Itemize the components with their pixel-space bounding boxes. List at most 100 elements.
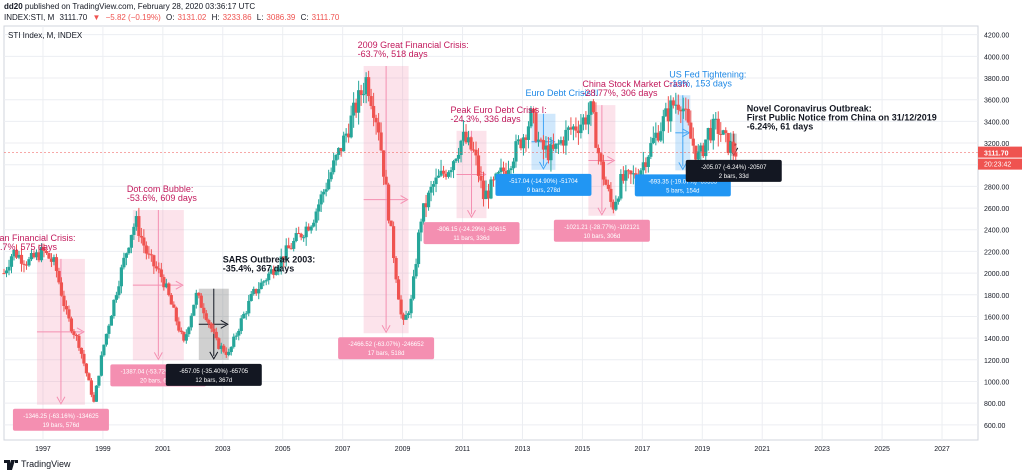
candle-body bbox=[324, 189, 328, 192]
low-label: L: bbox=[256, 13, 264, 22]
candle-body bbox=[149, 254, 153, 256]
candle-body bbox=[501, 167, 506, 172]
annotation-title: Asian Financial Crisis: bbox=[0, 233, 75, 243]
candle-body bbox=[67, 309, 71, 319]
candle-body bbox=[419, 221, 423, 233]
measure-label-box bbox=[553, 219, 650, 242]
candle-body bbox=[709, 127, 713, 141]
measure-label: -205.07 (-6.24%) -20507 2 bars, 33d bbox=[685, 159, 782, 182]
candle bbox=[354, 98, 358, 118]
candle-body bbox=[232, 336, 236, 347]
candle-body bbox=[394, 257, 398, 280]
candle bbox=[701, 142, 705, 158]
candle-body bbox=[169, 295, 173, 305]
candle bbox=[484, 180, 488, 200]
price-tag-box bbox=[978, 146, 1022, 158]
candle bbox=[47, 252, 51, 260]
candle-body bbox=[327, 179, 331, 190]
candle-body bbox=[7, 266, 11, 271]
candle-body bbox=[406, 313, 411, 316]
candle-body bbox=[317, 204, 321, 212]
candle bbox=[149, 249, 153, 262]
arrow-down-icon bbox=[56, 396, 66, 405]
candle bbox=[644, 157, 648, 174]
candle bbox=[421, 203, 426, 225]
candle-body bbox=[304, 226, 308, 238]
annotation-detail: -35.4%, 367 days bbox=[223, 264, 295, 274]
x-tick-label: 2011 bbox=[455, 446, 470, 453]
x-tick-label: 2025 bbox=[874, 446, 890, 453]
candle bbox=[706, 127, 710, 151]
measure-label-bars: 11 bars, 336d bbox=[453, 236, 489, 242]
candle-body bbox=[349, 115, 353, 138]
candle bbox=[574, 117, 578, 138]
candle bbox=[162, 274, 166, 291]
candle bbox=[561, 136, 566, 154]
candle bbox=[242, 311, 246, 319]
candle bbox=[671, 97, 675, 109]
candle bbox=[367, 70, 371, 102]
candle bbox=[119, 264, 123, 294]
candle bbox=[714, 112, 718, 130]
y-tick-label: 1400.00 bbox=[984, 336, 1009, 343]
candle-body bbox=[521, 137, 526, 149]
candle-body bbox=[179, 330, 183, 333]
y-tick-label: 800.00 bbox=[984, 401, 1006, 408]
candle bbox=[27, 256, 31, 267]
candle-body bbox=[591, 101, 595, 113]
candle bbox=[349, 105, 353, 139]
candle bbox=[524, 134, 528, 152]
candle-body bbox=[124, 253, 128, 258]
candle-body bbox=[109, 315, 113, 326]
candle bbox=[431, 180, 436, 196]
candle bbox=[379, 122, 383, 152]
candle-body bbox=[659, 131, 663, 141]
measure-label: -806.15 (-24.29%) -80615 11 bars, 336d bbox=[423, 222, 520, 245]
candle bbox=[584, 111, 588, 130]
candle-body bbox=[267, 273, 271, 281]
candle bbox=[476, 148, 481, 183]
candle-body bbox=[519, 139, 523, 149]
candle-body bbox=[644, 162, 648, 167]
candle-body bbox=[724, 130, 728, 134]
candle bbox=[471, 141, 476, 153]
candle-body bbox=[704, 139, 708, 157]
candle-body bbox=[409, 298, 413, 314]
candle bbox=[556, 139, 561, 155]
candle bbox=[436, 169, 441, 179]
candle bbox=[409, 294, 413, 319]
candle-body bbox=[144, 245, 148, 254]
candle-body bbox=[551, 144, 556, 149]
candle bbox=[77, 333, 81, 351]
candle-body bbox=[649, 143, 653, 157]
candle-body bbox=[87, 373, 91, 381]
candle-body bbox=[382, 150, 386, 177]
candle-body bbox=[401, 314, 406, 320]
candle-body bbox=[297, 233, 301, 235]
candle bbox=[92, 392, 96, 403]
candle bbox=[429, 180, 433, 202]
candle-body bbox=[84, 363, 89, 374]
candle-body bbox=[334, 154, 338, 161]
candle-body bbox=[471, 149, 476, 151]
symbol-label[interactable]: INDEX:STI, M bbox=[4, 13, 55, 22]
candle bbox=[109, 314, 113, 326]
candle bbox=[576, 120, 581, 145]
candle-body bbox=[14, 249, 19, 258]
x-tick-label: 2023 bbox=[814, 446, 830, 453]
candle bbox=[406, 311, 411, 319]
tradingview-logo[interactable]: TradingView bbox=[4, 459, 71, 470]
candle bbox=[601, 154, 605, 186]
candle bbox=[19, 247, 24, 272]
candle bbox=[681, 97, 685, 119]
candle-body bbox=[684, 108, 688, 110]
candle-body bbox=[671, 100, 675, 106]
candle bbox=[307, 223, 311, 232]
author-name[interactable]: dd20 bbox=[4, 2, 23, 11]
candle-body bbox=[679, 109, 683, 112]
y-tick-label: 2800.00 bbox=[984, 184, 1009, 191]
candle bbox=[684, 97, 688, 121]
candle bbox=[69, 316, 74, 334]
candle bbox=[184, 329, 188, 344]
